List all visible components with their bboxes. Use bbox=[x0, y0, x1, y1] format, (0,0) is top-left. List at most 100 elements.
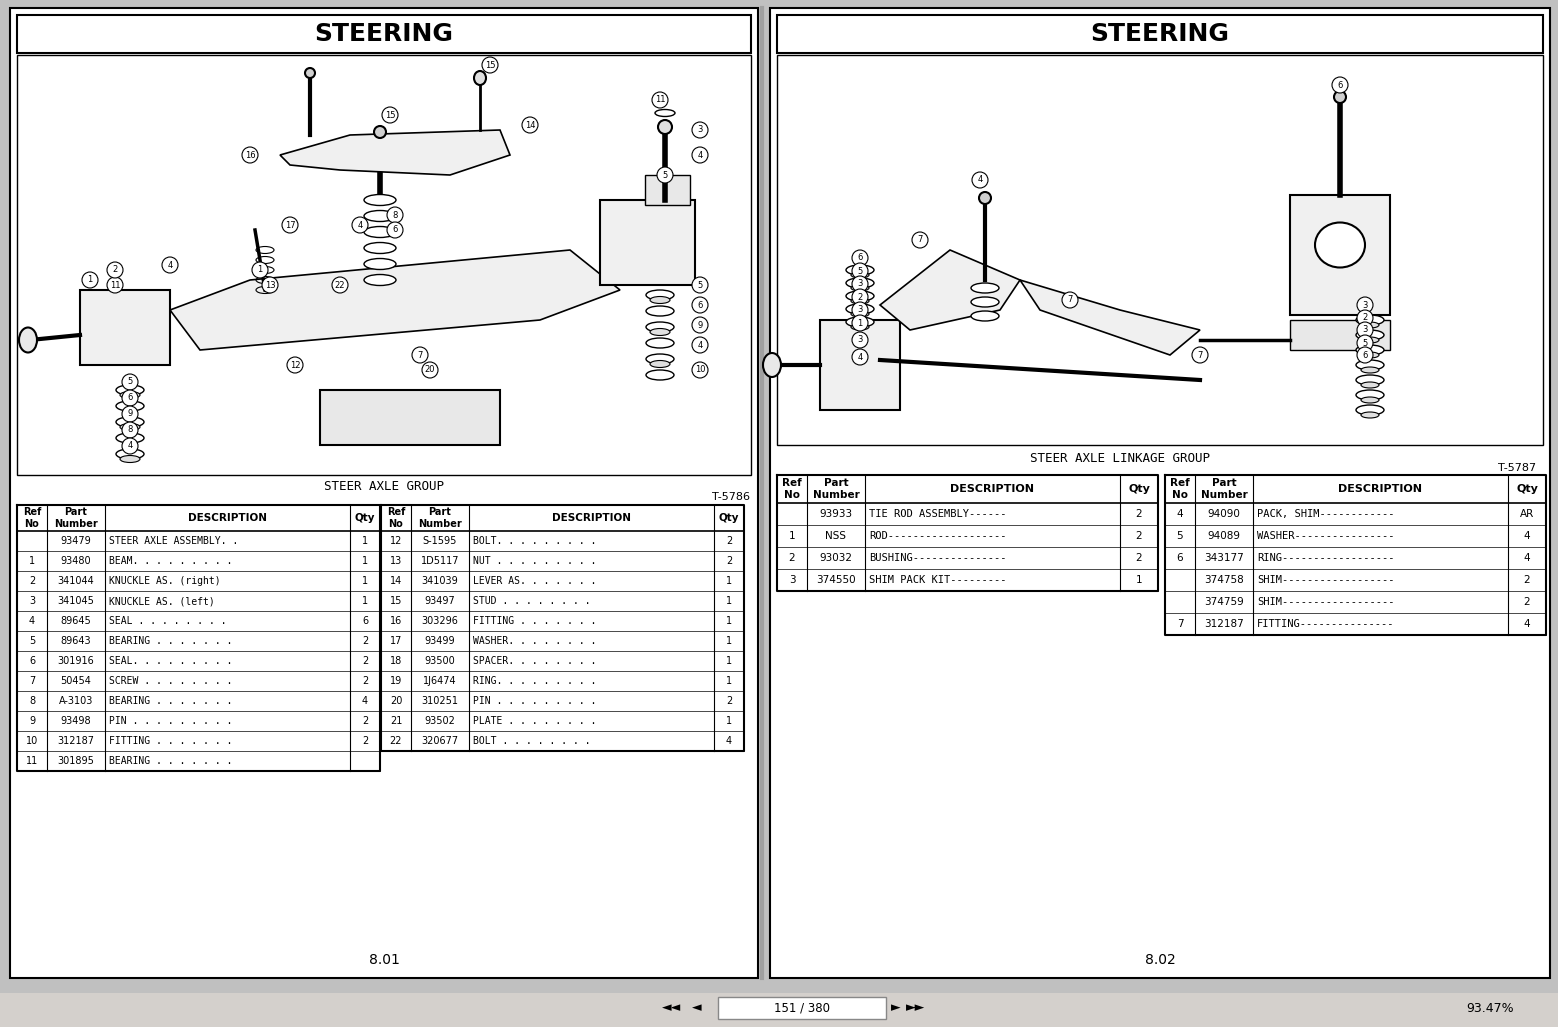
Circle shape bbox=[386, 207, 404, 223]
Ellipse shape bbox=[1355, 315, 1384, 325]
Text: 4: 4 bbox=[1524, 619, 1530, 629]
Ellipse shape bbox=[978, 192, 991, 204]
Text: 4: 4 bbox=[30, 616, 36, 626]
Text: 374550: 374550 bbox=[816, 575, 855, 585]
Text: 89645: 89645 bbox=[61, 616, 92, 626]
Text: 7: 7 bbox=[30, 676, 36, 686]
Bar bbox=[777, 55, 1542, 445]
Text: 6: 6 bbox=[393, 226, 397, 234]
Text: 22: 22 bbox=[335, 280, 346, 290]
Ellipse shape bbox=[1362, 382, 1379, 388]
Ellipse shape bbox=[374, 126, 386, 138]
Ellipse shape bbox=[851, 298, 869, 304]
Text: 4: 4 bbox=[128, 442, 132, 451]
Text: 2: 2 bbox=[726, 696, 732, 706]
Text: 19: 19 bbox=[390, 676, 402, 686]
Text: 8: 8 bbox=[128, 425, 132, 434]
Ellipse shape bbox=[1355, 360, 1384, 370]
Text: 1: 1 bbox=[857, 318, 863, 328]
Text: 10: 10 bbox=[695, 366, 706, 375]
Ellipse shape bbox=[846, 304, 874, 314]
Text: 93498: 93498 bbox=[61, 716, 92, 726]
Ellipse shape bbox=[120, 456, 140, 462]
Text: PLATE . . . . . . . .: PLATE . . . . . . . . bbox=[474, 716, 597, 726]
Text: 1: 1 bbox=[788, 531, 795, 541]
Text: BOLT. . . . . . . . .: BOLT. . . . . . . . . bbox=[474, 536, 597, 546]
Text: 93032: 93032 bbox=[820, 553, 852, 563]
Bar bbox=[1290, 195, 1390, 315]
Text: 6: 6 bbox=[128, 393, 132, 403]
Ellipse shape bbox=[657, 120, 671, 134]
Text: 11: 11 bbox=[654, 96, 665, 105]
Polygon shape bbox=[170, 250, 620, 350]
Text: 374759: 374759 bbox=[1204, 597, 1243, 607]
Text: 374758: 374758 bbox=[1204, 575, 1243, 585]
Ellipse shape bbox=[647, 370, 675, 380]
Ellipse shape bbox=[305, 68, 315, 78]
Text: 7: 7 bbox=[1197, 350, 1203, 359]
Text: STEER AXLE GROUP: STEER AXLE GROUP bbox=[324, 481, 444, 494]
Ellipse shape bbox=[115, 401, 143, 411]
Text: Ref: Ref bbox=[23, 507, 41, 518]
Circle shape bbox=[852, 349, 868, 365]
Circle shape bbox=[382, 107, 397, 123]
Text: 1: 1 bbox=[257, 266, 263, 274]
Text: PIN . . . . . . . . .: PIN . . . . . . . . . bbox=[109, 716, 232, 726]
Ellipse shape bbox=[365, 227, 396, 237]
Text: ROD-------------------: ROD------------------- bbox=[869, 531, 1006, 541]
Text: STEERING: STEERING bbox=[315, 22, 453, 46]
Text: 14: 14 bbox=[525, 120, 536, 129]
Circle shape bbox=[386, 222, 404, 238]
Text: 1: 1 bbox=[726, 576, 732, 586]
Circle shape bbox=[1357, 297, 1373, 313]
Text: 6: 6 bbox=[698, 301, 703, 309]
Circle shape bbox=[852, 302, 868, 318]
Text: 7: 7 bbox=[918, 235, 922, 244]
Circle shape bbox=[241, 147, 259, 163]
Text: 5: 5 bbox=[1362, 339, 1368, 347]
Bar bbox=[770, 8, 1550, 978]
Circle shape bbox=[692, 362, 707, 378]
Text: 9: 9 bbox=[30, 716, 36, 726]
Text: 4: 4 bbox=[1176, 509, 1184, 519]
Ellipse shape bbox=[851, 311, 869, 317]
Circle shape bbox=[422, 362, 438, 378]
Text: 2: 2 bbox=[857, 293, 863, 302]
Circle shape bbox=[692, 337, 707, 353]
Text: 320677: 320677 bbox=[421, 736, 458, 746]
Ellipse shape bbox=[365, 259, 396, 269]
Text: 3: 3 bbox=[1362, 326, 1368, 335]
Text: 6: 6 bbox=[1337, 80, 1343, 89]
Text: WASHER. . . . . . . .: WASHER. . . . . . . . bbox=[474, 636, 597, 646]
Polygon shape bbox=[1020, 280, 1200, 355]
Text: 341045: 341045 bbox=[58, 596, 95, 606]
Text: 1: 1 bbox=[726, 616, 732, 626]
Text: SEAL . . . . . . . .: SEAL . . . . . . . . bbox=[109, 616, 226, 626]
Ellipse shape bbox=[1355, 375, 1384, 385]
Text: 13: 13 bbox=[390, 556, 402, 566]
Ellipse shape bbox=[1362, 412, 1379, 418]
Text: 5: 5 bbox=[857, 266, 863, 275]
Text: Number: Number bbox=[813, 490, 860, 500]
Text: 1: 1 bbox=[87, 275, 92, 284]
Text: 9: 9 bbox=[128, 410, 132, 418]
Text: 17: 17 bbox=[285, 221, 296, 229]
Text: 343177: 343177 bbox=[1204, 553, 1243, 563]
Text: 301895: 301895 bbox=[58, 756, 95, 766]
Text: 2: 2 bbox=[1136, 509, 1142, 519]
Bar bbox=[0, 993, 1558, 1027]
Ellipse shape bbox=[1355, 330, 1384, 340]
Text: SPACER. . . . . . . .: SPACER. . . . . . . . bbox=[474, 656, 597, 665]
Circle shape bbox=[481, 58, 499, 73]
Circle shape bbox=[411, 347, 428, 363]
Text: FITTING . . . . . . .: FITTING . . . . . . . bbox=[474, 616, 597, 626]
Text: 93479: 93479 bbox=[61, 536, 92, 546]
Text: 7: 7 bbox=[1067, 296, 1073, 304]
Bar bbox=[79, 290, 170, 365]
Ellipse shape bbox=[851, 324, 869, 330]
Ellipse shape bbox=[1334, 91, 1346, 103]
Text: Qty: Qty bbox=[1516, 484, 1538, 494]
Text: DESCRIPTION: DESCRIPTION bbox=[552, 514, 631, 523]
Text: 50454: 50454 bbox=[61, 676, 92, 686]
Text: 310251: 310251 bbox=[422, 696, 458, 706]
